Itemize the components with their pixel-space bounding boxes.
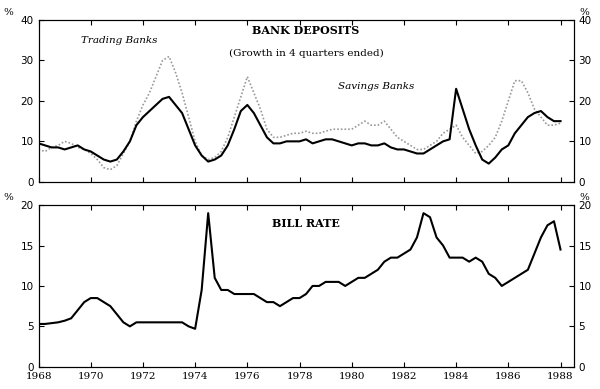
Text: %: %: [4, 193, 14, 202]
Text: BANK DEPOSITS: BANK DEPOSITS: [253, 25, 359, 36]
Text: %: %: [4, 8, 14, 17]
Text: Savings Banks: Savings Banks: [338, 82, 415, 91]
Text: Trading Banks: Trading Banks: [82, 36, 158, 45]
Text: %: %: [579, 193, 589, 202]
Text: (Growth in 4 quarters ended): (Growth in 4 quarters ended): [229, 49, 383, 58]
Text: %: %: [579, 8, 589, 17]
Text: BILL RATE: BILL RATE: [272, 218, 340, 229]
